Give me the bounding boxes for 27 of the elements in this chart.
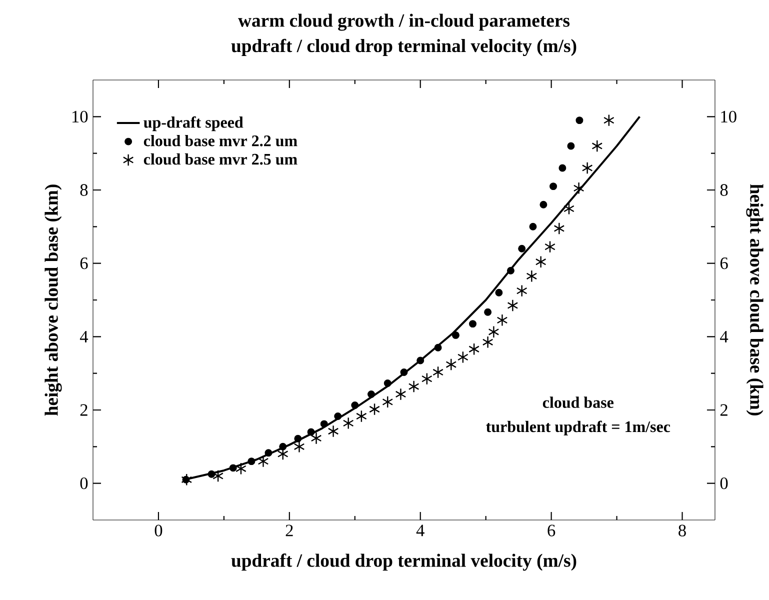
y-axis-title: height above cloud base (km)	[44, 184, 62, 416]
annotation: turbulent updraft = 1m/sec	[486, 420, 670, 436]
y-tick-label: 2	[80, 404, 88, 416]
chart-subtitle: updraft / cloud drop terminal velocity (m/s)	[231, 38, 576, 56]
y-tick-label: 8	[80, 184, 88, 196]
y-tick-label: 4	[80, 330, 88, 342]
x-axis-title: updraft / cloud drop terminal velocity (m/s)	[231, 554, 576, 571]
y2-tick-label: 8	[720, 184, 728, 196]
legend-label: up-draft speed	[144, 116, 244, 132]
legend-label: cloud base mvr 2.5 um	[144, 153, 298, 165]
y2-tick-label: 10	[721, 110, 736, 123]
x-tick-label: 0	[154, 524, 162, 536]
legend-label: cloud base mvr 2.2 um	[144, 134, 298, 146]
y-tick-label: 6	[80, 257, 88, 270]
y2-tick-label: 6	[720, 257, 728, 270]
y2-tick-label: 4	[720, 330, 728, 342]
y2-tick-label: 2	[720, 404, 728, 416]
x-tick-label: 8	[678, 524, 686, 536]
y2-axis-title: height above cloud base (km)	[746, 184, 764, 416]
y2-tick-label: 0	[720, 477, 728, 490]
chart-title: warm cloud growth / in-cloud parameters	[238, 14, 570, 31]
y-tick-label: 0	[80, 477, 88, 490]
x-tick-label: 2	[286, 524, 293, 536]
x-tick-label: 4	[416, 524, 424, 536]
y-tick-label: 10	[72, 110, 88, 123]
annotation: cloud base	[542, 396, 614, 408]
x-tick-label: 6	[548, 524, 556, 536]
